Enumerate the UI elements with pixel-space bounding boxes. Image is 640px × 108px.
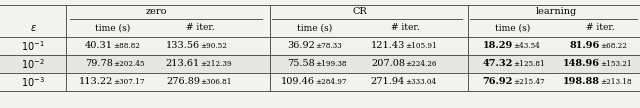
Text: ±215.47: ±215.47 xyxy=(513,78,545,86)
Text: 113.22: 113.22 xyxy=(79,78,113,87)
Text: ±306.81: ±306.81 xyxy=(200,78,232,86)
Bar xyxy=(0,73,640,91)
Text: $10^{-3}$: $10^{-3}$ xyxy=(21,75,45,89)
Text: 47.32: 47.32 xyxy=(483,60,513,68)
Text: 213.61: 213.61 xyxy=(166,60,200,68)
Text: 276.89: 276.89 xyxy=(166,78,200,87)
Text: 133.56: 133.56 xyxy=(166,41,200,51)
Text: 109.46: 109.46 xyxy=(281,78,315,87)
Text: ±125.81: ±125.81 xyxy=(513,60,545,68)
Text: CR: CR xyxy=(353,7,367,17)
Text: time (s): time (s) xyxy=(95,24,131,33)
Text: ±224.26: ±224.26 xyxy=(405,60,436,68)
Text: 76.92: 76.92 xyxy=(483,78,513,87)
Text: ±212.39: ±212.39 xyxy=(200,60,232,68)
Text: ±105.91: ±105.91 xyxy=(405,42,436,50)
Text: ±213.18: ±213.18 xyxy=(600,78,632,86)
Bar xyxy=(0,0,640,37)
Text: $10^{-1}$: $10^{-1}$ xyxy=(21,39,45,53)
Text: ±88.82: ±88.82 xyxy=(113,42,140,50)
Text: ±333.04: ±333.04 xyxy=(405,78,436,86)
Text: ±153.21: ±153.21 xyxy=(600,60,632,68)
Text: time (s): time (s) xyxy=(298,24,333,33)
Text: 36.92: 36.92 xyxy=(287,41,315,51)
Text: 207.08: 207.08 xyxy=(371,60,405,68)
Text: ±199.38: ±199.38 xyxy=(315,60,346,68)
Text: 79.78: 79.78 xyxy=(85,60,113,68)
Text: # iter.: # iter. xyxy=(586,24,614,33)
Text: ±202.45: ±202.45 xyxy=(113,60,145,68)
Text: 271.94: 271.94 xyxy=(371,78,405,87)
Text: $\epsilon$: $\epsilon$ xyxy=(29,23,36,33)
Text: $10^{-2}$: $10^{-2}$ xyxy=(21,57,45,71)
Text: # iter.: # iter. xyxy=(186,24,214,33)
Bar xyxy=(0,55,640,73)
Text: ±78.33: ±78.33 xyxy=(315,42,342,50)
Text: 198.88: 198.88 xyxy=(563,78,600,87)
Text: time (s): time (s) xyxy=(495,24,531,33)
Text: ±284.97: ±284.97 xyxy=(315,78,346,86)
Text: 18.29: 18.29 xyxy=(483,41,513,51)
Text: # iter.: # iter. xyxy=(390,24,419,33)
Text: 40.31: 40.31 xyxy=(85,41,113,51)
Text: 121.43: 121.43 xyxy=(371,41,405,51)
Text: 148.96: 148.96 xyxy=(563,60,600,68)
Text: ±68.22: ±68.22 xyxy=(600,42,627,50)
Text: ±307.17: ±307.17 xyxy=(113,78,145,86)
Text: ±90.52: ±90.52 xyxy=(200,42,227,50)
Text: zero: zero xyxy=(145,7,167,17)
Text: 75.58: 75.58 xyxy=(287,60,315,68)
Text: 81.96: 81.96 xyxy=(570,41,600,51)
Text: learning: learning xyxy=(536,7,577,17)
Text: ±43.54: ±43.54 xyxy=(513,42,540,50)
Bar xyxy=(0,37,640,55)
